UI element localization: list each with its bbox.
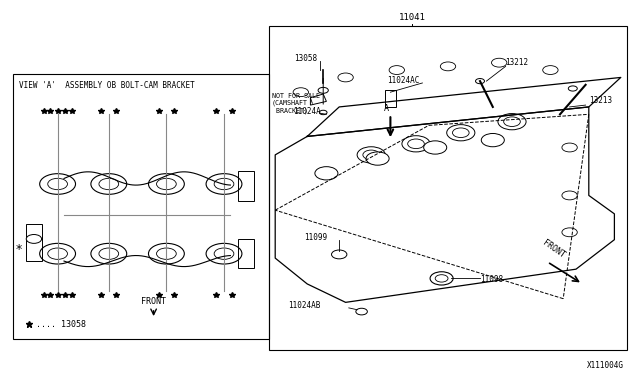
Circle shape <box>157 248 176 259</box>
Circle shape <box>366 152 389 165</box>
Circle shape <box>26 234 42 243</box>
Circle shape <box>389 65 404 74</box>
Circle shape <box>148 174 184 194</box>
Bar <box>385 90 396 107</box>
Circle shape <box>408 139 424 148</box>
Circle shape <box>356 308 367 315</box>
Circle shape <box>452 128 469 138</box>
Circle shape <box>293 88 308 97</box>
Text: 11024AB: 11024AB <box>288 301 321 310</box>
Circle shape <box>319 110 327 115</box>
Circle shape <box>332 250 347 259</box>
Text: 11041: 11041 <box>399 13 426 22</box>
Circle shape <box>481 134 504 147</box>
Circle shape <box>206 174 242 194</box>
Circle shape <box>214 178 234 190</box>
Circle shape <box>99 248 118 259</box>
Circle shape <box>40 243 76 264</box>
Circle shape <box>206 243 242 264</box>
Circle shape <box>99 178 118 190</box>
Bar <box>238 239 254 269</box>
Text: 11024AC: 11024AC <box>387 76 420 85</box>
Text: 11098: 11098 <box>480 275 503 284</box>
Circle shape <box>440 62 456 71</box>
Circle shape <box>562 143 577 152</box>
Circle shape <box>40 174 76 194</box>
Text: X111004G: X111004G <box>587 361 624 371</box>
Text: 13058: 13058 <box>294 54 317 63</box>
Circle shape <box>157 178 176 190</box>
Circle shape <box>148 243 184 264</box>
Circle shape <box>562 228 577 237</box>
Text: 13212: 13212 <box>506 58 529 67</box>
Text: *: * <box>16 244 22 257</box>
Circle shape <box>424 141 447 154</box>
Text: 13213: 13213 <box>589 96 612 105</box>
Circle shape <box>91 243 127 264</box>
Circle shape <box>492 58 507 67</box>
Circle shape <box>543 65 558 74</box>
Bar <box>26 224 42 261</box>
Circle shape <box>363 150 380 160</box>
Circle shape <box>318 87 328 93</box>
Circle shape <box>91 174 127 194</box>
Circle shape <box>48 178 67 190</box>
Bar <box>13 74 269 339</box>
Circle shape <box>568 86 577 91</box>
Bar <box>269 26 627 350</box>
Text: VIEW 'A'  ASSEMBLY OB BOLT-CAM BRACKET: VIEW 'A' ASSEMBLY OB BOLT-CAM BRACKET <box>19 81 195 90</box>
Circle shape <box>357 147 385 163</box>
Text: 11024A: 11024A <box>293 107 321 116</box>
Text: A: A <box>384 104 389 113</box>
Circle shape <box>504 117 520 126</box>
Circle shape <box>430 272 453 285</box>
Text: FRONT: FRONT <box>541 238 566 260</box>
Bar <box>238 171 254 201</box>
Circle shape <box>498 113 526 130</box>
Circle shape <box>435 275 448 282</box>
Circle shape <box>402 136 430 152</box>
Circle shape <box>214 248 234 259</box>
Circle shape <box>48 248 67 259</box>
Text: NOT FOR SALE
(CAMSHAFT
 BRACKET): NOT FOR SALE (CAMSHAFT BRACKET) <box>272 93 320 114</box>
Circle shape <box>338 73 353 82</box>
Circle shape <box>447 125 475 141</box>
Circle shape <box>315 167 338 180</box>
Text: ★ .... 13058: ★ .... 13058 <box>26 320 86 329</box>
Text: FRONT: FRONT <box>141 297 166 306</box>
Circle shape <box>476 78 484 84</box>
Text: 11099: 11099 <box>304 232 327 242</box>
Circle shape <box>562 191 577 200</box>
